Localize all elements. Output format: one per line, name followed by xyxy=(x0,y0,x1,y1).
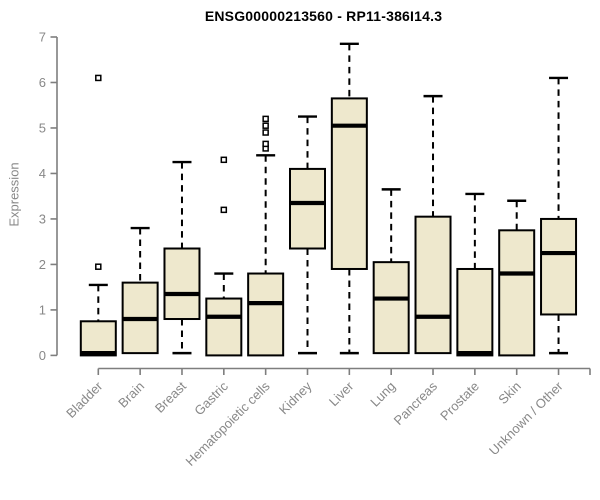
outlier-point xyxy=(95,74,102,82)
boxplot-box-pancreas xyxy=(414,94,452,355)
boxplot-box-bladder xyxy=(79,74,117,357)
y-axis-tick-label: 5 xyxy=(39,120,46,135)
outlier-point xyxy=(262,140,269,148)
iqr-box xyxy=(498,229,536,357)
iqr-box xyxy=(372,261,410,355)
x-axis-tick-label: Liver xyxy=(326,378,357,409)
outlier-point xyxy=(95,263,102,270)
iqr-box xyxy=(205,297,243,357)
x-axis-tick-label: Skin xyxy=(495,379,523,407)
y-axis-tick-label: 4 xyxy=(39,166,46,181)
x-axis-tick-label: Gastric xyxy=(191,378,231,418)
boxplot-box-skin xyxy=(498,199,536,357)
iqr-box xyxy=(414,215,452,355)
iqr-box xyxy=(247,272,285,357)
iqr-box xyxy=(163,247,201,321)
iqr-box xyxy=(456,267,494,357)
boxplot-box-liver xyxy=(330,42,368,355)
x-axis-tick-label: Lung xyxy=(367,379,398,410)
outlier-point xyxy=(262,129,269,136)
outlier-point xyxy=(220,206,228,214)
boxplot-box-prostate xyxy=(456,192,494,357)
x-axis-tick-label: Bladder xyxy=(63,378,106,421)
x-axis-tick-label: Unknown / Other xyxy=(486,378,566,458)
x-axis-tick-label: Prostate xyxy=(437,379,482,424)
y-axis-tick-label: 6 xyxy=(39,75,46,90)
boxplot-box-breast xyxy=(163,160,201,355)
iqr-box xyxy=(540,217,578,316)
boxplot-box-unknown-other xyxy=(540,76,578,355)
boxplot-box-kidney xyxy=(289,115,326,355)
y-axis-tick-label: 2 xyxy=(39,257,46,272)
chart-title: ENSG00000213560 - RP11-386I14.3 xyxy=(204,8,443,24)
iqr-box xyxy=(289,167,326,250)
iqr-box xyxy=(79,320,117,357)
x-axis-tick-label: Kidney xyxy=(276,378,315,417)
x-axis-tick-label: Breast xyxy=(152,378,189,415)
outlier-point xyxy=(220,156,228,164)
boxplot-box-gastric xyxy=(205,156,243,357)
boxplot-box-lung xyxy=(372,188,410,355)
y-axis-tick-label: 1 xyxy=(39,302,46,317)
boxplot-box-hematopoietic-cells xyxy=(247,115,285,357)
y-axis-tick-label: 3 xyxy=(39,211,46,226)
y-axis-tick-label: 0 xyxy=(39,348,46,363)
outlier-point xyxy=(262,115,269,123)
boxplot-box-brain xyxy=(121,226,159,355)
x-axis-tick-label: Pancreas xyxy=(391,378,441,428)
x-axis-tick-label: Brain xyxy=(115,379,147,411)
y-axis-tick-label: 7 xyxy=(39,30,46,45)
outlier-point xyxy=(262,122,269,129)
